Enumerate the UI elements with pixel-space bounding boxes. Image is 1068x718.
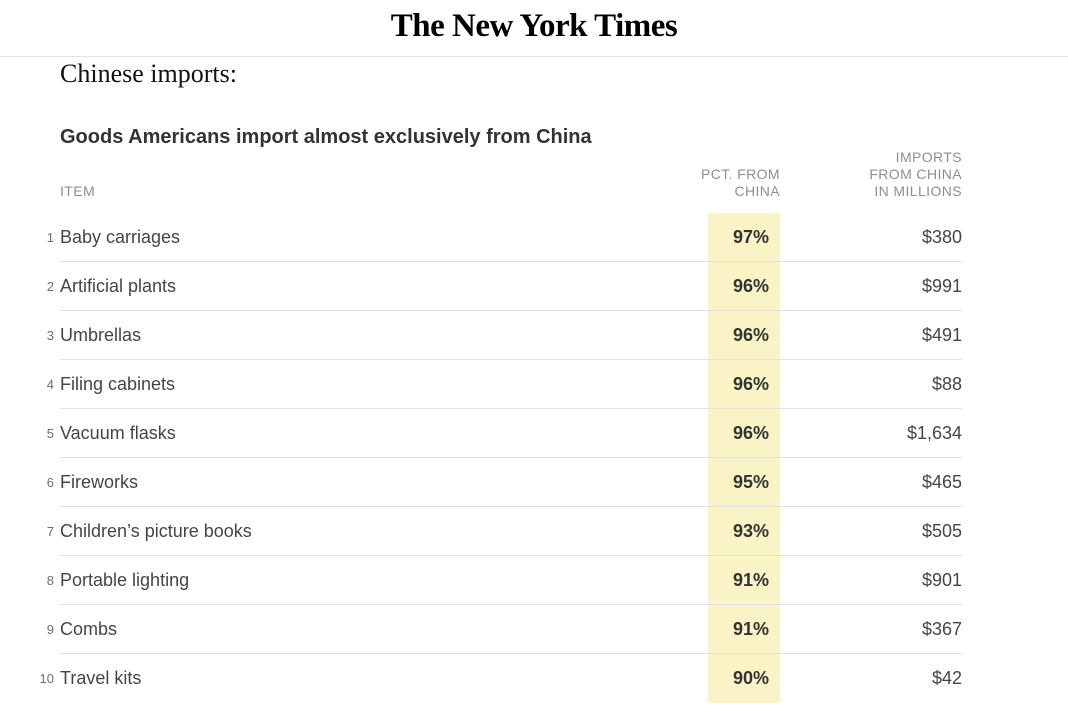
item-name: Filing cabinets — [60, 373, 176, 394]
row-rank: 7 — [46, 523, 54, 539]
row-rank: 8 — [46, 572, 54, 588]
pct-from-china-cell: 95% — [708, 458, 780, 506]
pct-from-china-cell: 97% — [708, 213, 780, 261]
table-header-row: ITEM PCT. FROM CHINA IMPORTS FROM CHINA … — [60, 149, 962, 213]
pct-from-china-cell: 96% — [708, 360, 780, 408]
column-header-line: FROM CHINA — [869, 166, 962, 182]
row-rank: 3 — [46, 327, 54, 343]
row-rank: 5 — [46, 425, 54, 441]
item-name: Umbrellas — [60, 324, 142, 345]
column-header-line: PCT. FROM — [700, 166, 780, 182]
masthead-bar: The New York Times — [0, 0, 1068, 57]
article-headline: Chinese imports: — [60, 59, 237, 88]
row-rank: 10 — [39, 671, 54, 686]
imports-value-cell: $42 — [931, 668, 962, 688]
table-row: 8 Portable lighting 91% $901 — [47, 556, 962, 605]
imports-value-cell: $367 — [921, 618, 962, 639]
pct-from-china-cell: 96% — [708, 262, 780, 310]
table-title: Goods Americans import almost exclusivel… — [60, 126, 592, 148]
table-body: 1 Baby carriages 97% $380 2 Artificial p… — [40, 213, 962, 703]
row-rank: 2 — [46, 278, 54, 294]
column-header-line: IMPORTS — [895, 149, 962, 165]
column-header-pct-from-china: PCT. FROM CHINA — [630, 166, 780, 200]
row-rank: 9 — [46, 621, 54, 637]
imports-value-cell: $491 — [921, 324, 962, 345]
imports-table: Goods Americans import almost exclusivel… — [40, 125, 962, 703]
nyt-logo[interactable]: The New York Times — [390, 7, 678, 44]
imports-value-cell: $465 — [921, 471, 962, 492]
imports-value-cell: $88 — [931, 373, 962, 394]
pct-from-china-cell: 93% — [708, 507, 780, 555]
item-name: Artificial plants — [60, 275, 177, 296]
row-rank: 4 — [46, 376, 54, 392]
item-name: Combs — [60, 618, 118, 639]
table-row: 5 Vacuum flasks 96% $1,634 — [47, 409, 962, 458]
table-row: 6 Fireworks 95% $465 — [47, 458, 962, 507]
imports-value-cell: $505 — [921, 520, 962, 541]
column-header-line: CHINA — [734, 183, 780, 199]
imports-value-cell: $901 — [921, 569, 962, 590]
table-row: 7 Children’s picture books 93% $505 — [47, 507, 962, 556]
item-name: Baby carriages — [60, 226, 181, 247]
row-rank: 1 — [46, 229, 54, 245]
article-content: Chinese imports: Goods Americans import … — [0, 59, 1068, 703]
pct-from-china-cell: 90% — [708, 654, 780, 703]
pct-from-china-cell: 96% — [708, 409, 780, 457]
item-name: Travel kits — [60, 668, 142, 688]
table-row: 1 Baby carriages 97% $380 — [47, 213, 962, 262]
imports-value-cell: $1,634 — [906, 422, 962, 443]
table-row: 4 Filing cabinets 96% $88 — [47, 360, 962, 409]
column-header-line: IN MILLIONS — [874, 183, 962, 199]
pct-from-china-cell: 91% — [708, 605, 780, 653]
item-name: Vacuum flasks — [60, 422, 176, 443]
pct-from-china-cell: 91% — [708, 556, 780, 604]
imports-value-cell: $380 — [921, 226, 962, 247]
table-row: 10 Travel kits 90% $42 — [40, 654, 962, 703]
item-name: Children’s picture books — [60, 520, 252, 541]
item-name: Fireworks — [60, 471, 139, 492]
table-row: 2 Artificial plants 96% $991 — [47, 262, 962, 311]
item-name: Portable lighting — [60, 569, 190, 590]
column-header-imports: IMPORTS FROM CHINA IN MILLIONS — [780, 149, 962, 200]
row-rank: 6 — [46, 474, 54, 490]
table-row: 3 Umbrellas 96% $491 — [47, 311, 962, 360]
column-header-item: ITEM — [60, 183, 96, 199]
pct-from-china-cell: 96% — [708, 311, 780, 359]
table-row: 9 Combs 91% $367 — [47, 605, 962, 654]
imports-value-cell: $991 — [921, 275, 962, 296]
